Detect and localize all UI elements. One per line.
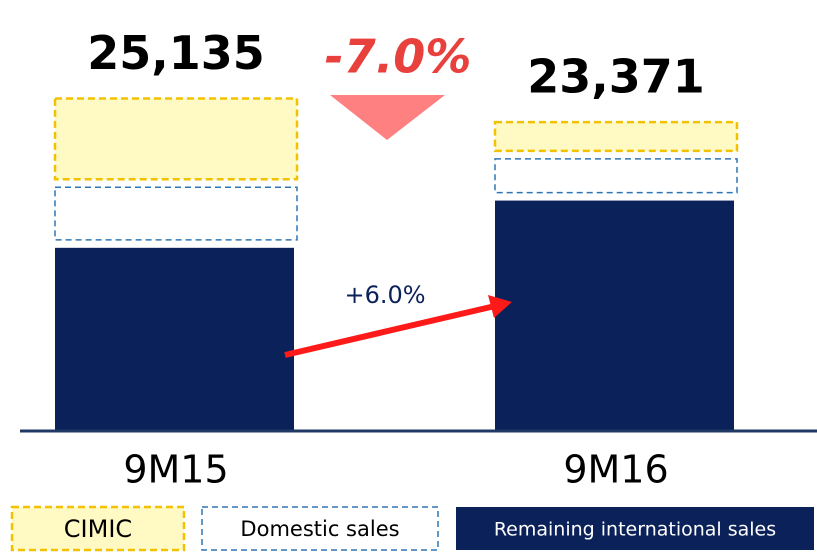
legend-label: Domestic sales <box>240 517 399 541</box>
bar-segment <box>53 97 299 181</box>
bar-segment <box>55 247 294 430</box>
total-label: 23,371 <box>527 50 705 104</box>
bar-segment <box>495 200 734 430</box>
legend-swatch <box>201 506 439 551</box>
bar-segment <box>493 120 739 153</box>
growth-arrow-head <box>488 295 512 318</box>
legend-swatch <box>10 505 186 552</box>
total-label: 25,135 <box>87 26 265 80</box>
growth-arrow-shaft <box>284 303 496 358</box>
x-tick-label: 9M15 <box>123 448 228 492</box>
x-tick-label: 9M16 <box>563 448 668 492</box>
decrease-arrow <box>330 95 445 140</box>
bar-segment <box>54 186 298 241</box>
legend-label: CIMIC <box>64 515 132 543</box>
legend-swatch <box>456 507 814 550</box>
bar-segment <box>494 158 738 194</box>
legend-label: Remaining international sales <box>494 519 776 541</box>
growth-annotation: +6.0% <box>344 281 425 309</box>
change-annotation: -7.0% <box>325 30 472 84</box>
